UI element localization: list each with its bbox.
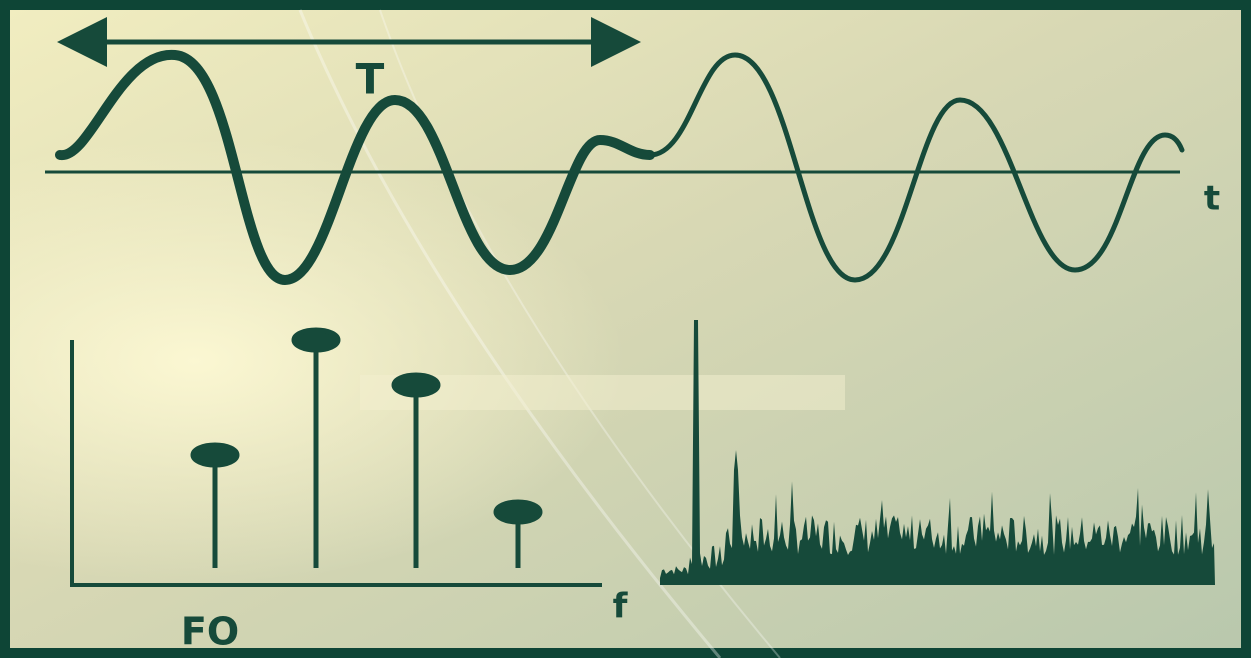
string (298, 9, 722, 659)
fundamental-label: FO (181, 610, 239, 654)
stem-head (190, 442, 240, 468)
stems (190, 327, 543, 568)
stem-head (391, 372, 441, 398)
thick-wave (55, 49, 655, 286)
frequency-label: f (613, 587, 629, 627)
stem-head (493, 499, 543, 525)
period-label: T (356, 55, 385, 104)
bridge (360, 375, 845, 410)
stem-head (291, 327, 341, 353)
spectrum (660, 320, 1215, 585)
spectrum-axes (70, 340, 602, 587)
time-label: t (1204, 179, 1220, 219)
thin-wave (647, 52, 1185, 283)
